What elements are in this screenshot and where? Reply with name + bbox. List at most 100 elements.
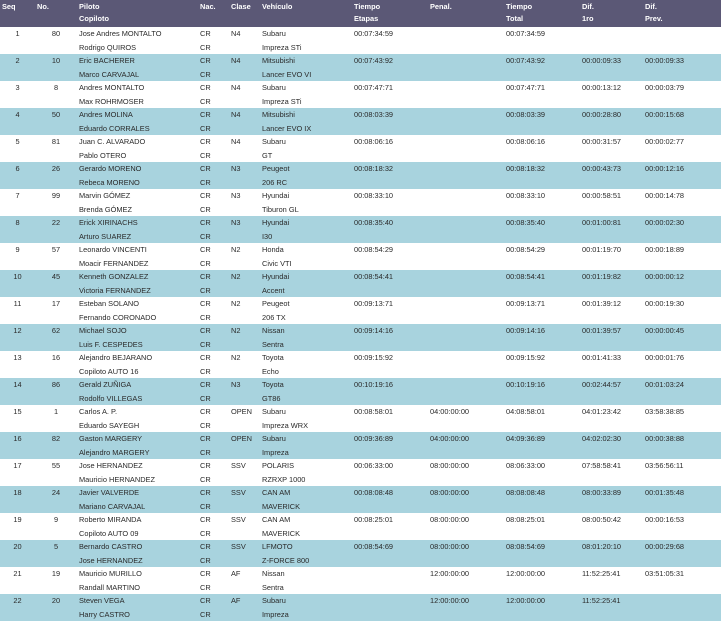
cell-no: 24: [35, 486, 77, 500]
cell-empty: [643, 257, 721, 271]
col-header-dif-1ro: Dif. 1ro: [580, 0, 643, 27]
cell-dif-prev: 00:01:35:48: [643, 486, 721, 500]
cell-dif-1ro: 08:00:50:42: [582, 515, 622, 524]
cell-no: 1: [53, 407, 59, 416]
cell-empty: [428, 311, 504, 325]
col-header-clase: Clase: [229, 0, 260, 27]
cell-dif-prev: 00:01:03:24: [643, 378, 721, 392]
table-row-sub: Eduardo SAYEGH CR Impreza WRX: [0, 419, 721, 433]
cell-seq: 5: [15, 137, 20, 146]
cell-empty: [0, 229, 35, 243]
cell-nac: CR: [200, 407, 211, 416]
cell-tiempo-total: 00:08:06:16: [506, 137, 546, 146]
cell-empty: [0, 419, 35, 433]
cell-copiloto: Rebeca MORENO: [77, 175, 198, 189]
cell-empty: [428, 121, 504, 135]
cell-empty: [580, 257, 643, 271]
cell-nac: CR: [200, 191, 211, 200]
table-row: 8 22 Erick XIRINACHS CR N3 Hyundai 00:08:35:40…: [0, 216, 721, 230]
cell-vehiculo-marca: CAN AM: [262, 515, 291, 524]
cell-empty: [352, 121, 428, 135]
cell-seq: 14: [0, 378, 35, 392]
cell-penal: [428, 135, 504, 149]
table-row-sub: Harry CASTRO CR Impreza: [0, 607, 721, 621]
cell-empty: [35, 41, 77, 55]
cell-empty: [643, 121, 721, 135]
cell-empty: [0, 283, 35, 297]
cell-penal: [428, 270, 504, 284]
cell-nac: CR: [198, 432, 229, 446]
cell-empty: [352, 527, 428, 541]
cell-no: 57: [51, 245, 61, 254]
cell-piloto: Erick XIRINACHS: [77, 216, 198, 230]
cell-nac: CR: [198, 594, 229, 608]
table-row: 18 24 Javier VALVERDE CR SSV CAN AM 00:08:08:4…: [0, 486, 721, 500]
cell-copiloto: Eduardo SAYEGH: [79, 420, 140, 430]
table-row: 10 45 Kenneth GONZALEZ CR N2 Hyundai 00:08:54:…: [0, 270, 721, 284]
cell-piloto: Carlos A. P.: [79, 407, 118, 416]
col-header-tiempo-total: Tiempo Total: [504, 0, 580, 27]
cell-empty: [643, 499, 721, 513]
cell-clase: AF: [229, 594, 260, 608]
cell-dif-prev: 00:00:18:89: [645, 245, 685, 254]
cell-nac-copiloto: CR: [200, 258, 211, 268]
table-row-sub: Copiloto AUTO 09 CR MAVERICK: [0, 527, 721, 541]
table-row-sub: Brenda GÓMEZ CR Tiburon GL: [0, 203, 721, 217]
cell-empty: [580, 553, 643, 567]
cell-dif-1ro: 00:00:58:51: [582, 191, 622, 200]
cell-vehiculo-marca: LFMOTO: [260, 540, 352, 554]
cell-penal: 04:00:00:00: [428, 432, 504, 446]
cell-dif-prev: 00:00:02:30: [643, 216, 721, 230]
cell-empty: [643, 229, 721, 243]
cell-empty: [504, 203, 580, 217]
cell-empty: [428, 337, 504, 351]
cell-nac: CR: [198, 540, 229, 554]
cell-empty: [428, 553, 504, 567]
cell-dif-1ro: 00:01:41:33: [582, 353, 622, 362]
col-header-dif-prev: Dif. Prev.: [643, 0, 721, 27]
cell-empty: [643, 149, 721, 163]
cell-no: 17: [51, 299, 61, 308]
cell-nac-copiloto: CR: [198, 607, 229, 621]
cell-dif-prev: 00:00:15:68: [643, 108, 721, 122]
table-row-sub: Moacir FERNANDEZ CR Civic VTI: [0, 257, 721, 271]
cell-empty: [428, 607, 504, 621]
cell-empty: [229, 149, 260, 163]
cell-empty: [643, 365, 721, 379]
cell-penal: [428, 54, 504, 68]
cell-empty: [0, 175, 35, 189]
cell-copiloto: Rodrigo QUIROS: [79, 42, 137, 52]
cell-empty: [580, 499, 643, 513]
cell-penal: 04:00:00:00: [430, 407, 470, 416]
cell-empty: [35, 419, 77, 433]
cell-vehiculo-modelo: Impreza STi: [262, 96, 302, 106]
cell-empty: [428, 229, 504, 243]
cell-vehiculo-marca: Subaru: [262, 137, 286, 146]
cell-piloto: Alejandro BEJARANO: [79, 353, 153, 362]
cell-vehiculo-modelo: Sentra: [262, 582, 284, 592]
cell-dif-prev: 00:00:14:78: [645, 191, 685, 200]
cell-nac-copiloto: CR: [200, 312, 211, 322]
cell-piloto: Gaston MARGERY: [77, 432, 198, 446]
cell-copiloto: Jose HERNANDEZ: [77, 553, 198, 567]
cell-clase: SSV: [229, 540, 260, 554]
cell-clase: N2: [231, 353, 241, 362]
cell-seq: 12: [0, 324, 35, 338]
table-row: 15 1 Carlos A. P. CR OPEN Subaru 00:08:58:01 04…: [0, 405, 721, 419]
cell-empty: [352, 337, 428, 351]
cell-empty: [580, 365, 643, 379]
cell-empty: [35, 445, 77, 459]
cell-empty: [504, 365, 580, 379]
cell-empty: [35, 311, 77, 325]
cell-dif-prev: [643, 594, 721, 608]
cell-tiempo-etapas: 00:08:54:69: [352, 540, 428, 554]
cell-clase: N3: [229, 162, 260, 176]
header-row: Seq No. Piloto Copiloto Nac. Clase Vehíc…: [0, 0, 721, 27]
cell-tiempo-total: 00:07:34:59: [506, 29, 546, 38]
table-row-sub: Victoria FERNANDEZ CR Accent: [0, 283, 721, 297]
table-row-sub: Randall MARTINO CR Sentra: [0, 581, 721, 595]
cell-nac-copiloto: CR: [200, 528, 211, 538]
cell-piloto: Eric BACHERER: [77, 54, 198, 68]
cell-empty: [643, 95, 721, 109]
cell-tiempo-total: 08:08:08:48: [504, 486, 580, 500]
